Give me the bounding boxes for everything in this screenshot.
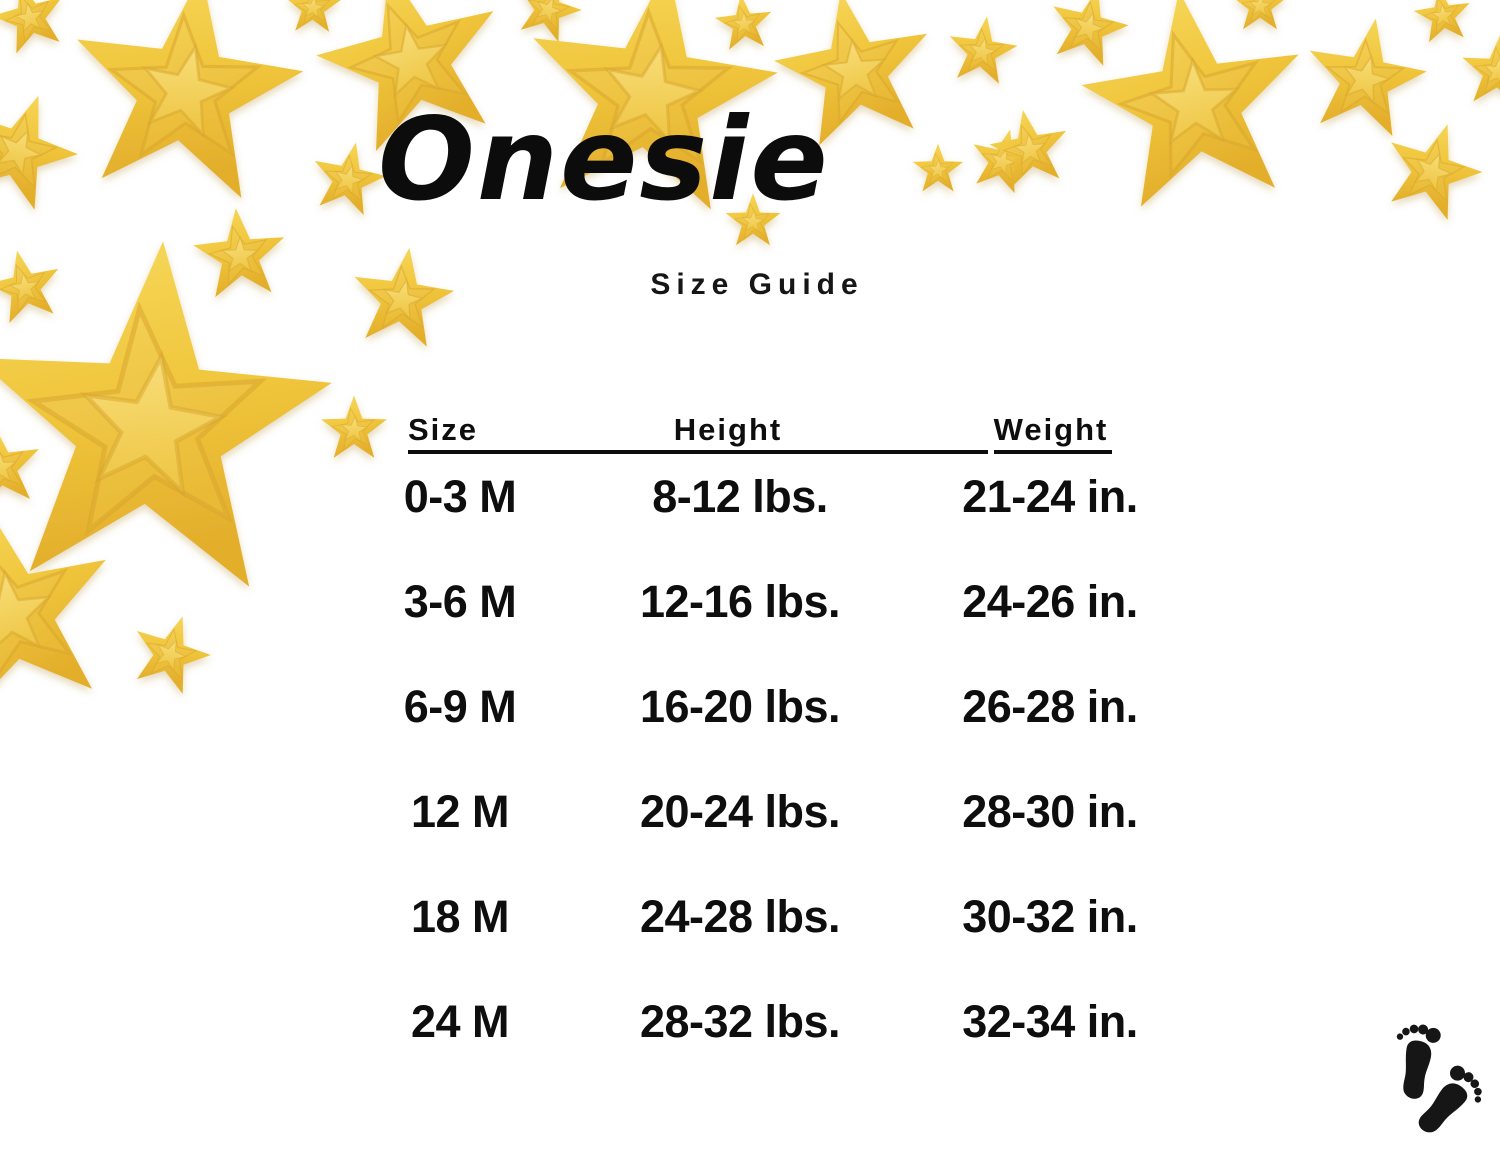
table-row: 6-9 M 16-20 lbs. 26-28 in.	[0, 681, 1500, 733]
weight-cell: 24-26 in.	[962, 576, 1138, 627]
size-cell: 12 M	[410, 786, 510, 837]
weight-cell: 30-32 in.	[962, 891, 1138, 942]
size-cell: 24 M	[410, 996, 510, 1047]
table-row: 12 M 20-24 lbs. 28-30 in.	[0, 786, 1500, 838]
height-cell: 16-20 lbs.	[639, 681, 841, 732]
size-cell: 3-6 M	[403, 576, 517, 627]
baby-footprints-icon	[1386, 1020, 1483, 1147]
header-underline	[994, 450, 1112, 454]
weight-cell: 32-34 in.	[962, 996, 1138, 1047]
height-cell: 28-32 lbs.	[639, 996, 841, 1047]
page-title: Onesie	[378, 93, 830, 226]
height-cell: 12-16 lbs.	[639, 576, 841, 627]
table-row: 18 M 24-28 lbs. 30-32 in.	[0, 891, 1500, 943]
table-row: 0-3 M 8-12 lbs. 21-24 in.	[0, 471, 1500, 523]
weight-cell: 26-28 in.	[962, 681, 1138, 732]
table-row: 3-6 M 12-16 lbs. 24-26 in.	[0, 576, 1500, 628]
weight-cell: 28-30 in.	[962, 786, 1138, 837]
page-subtitle: Size Guide	[650, 268, 864, 301]
column-header-height: Height	[673, 412, 783, 447]
table-row: 24 M 28-32 lbs. 32-34 in.	[0, 996, 1500, 1048]
size-cell: 0-3 M	[403, 471, 517, 522]
column-header-size: Size	[408, 412, 479, 447]
size-cell: 6-9 M	[403, 681, 517, 732]
weight-cell: 21-24 in.	[962, 471, 1138, 522]
height-cell: 24-28 lbs.	[639, 891, 841, 942]
height-cell: 20-24 lbs.	[639, 786, 841, 837]
header-underline	[408, 450, 988, 454]
column-header-weight: Weight	[993, 412, 1109, 447]
height-cell: 8-12 lbs.	[652, 471, 828, 522]
size-cell: 18 M	[410, 891, 510, 942]
